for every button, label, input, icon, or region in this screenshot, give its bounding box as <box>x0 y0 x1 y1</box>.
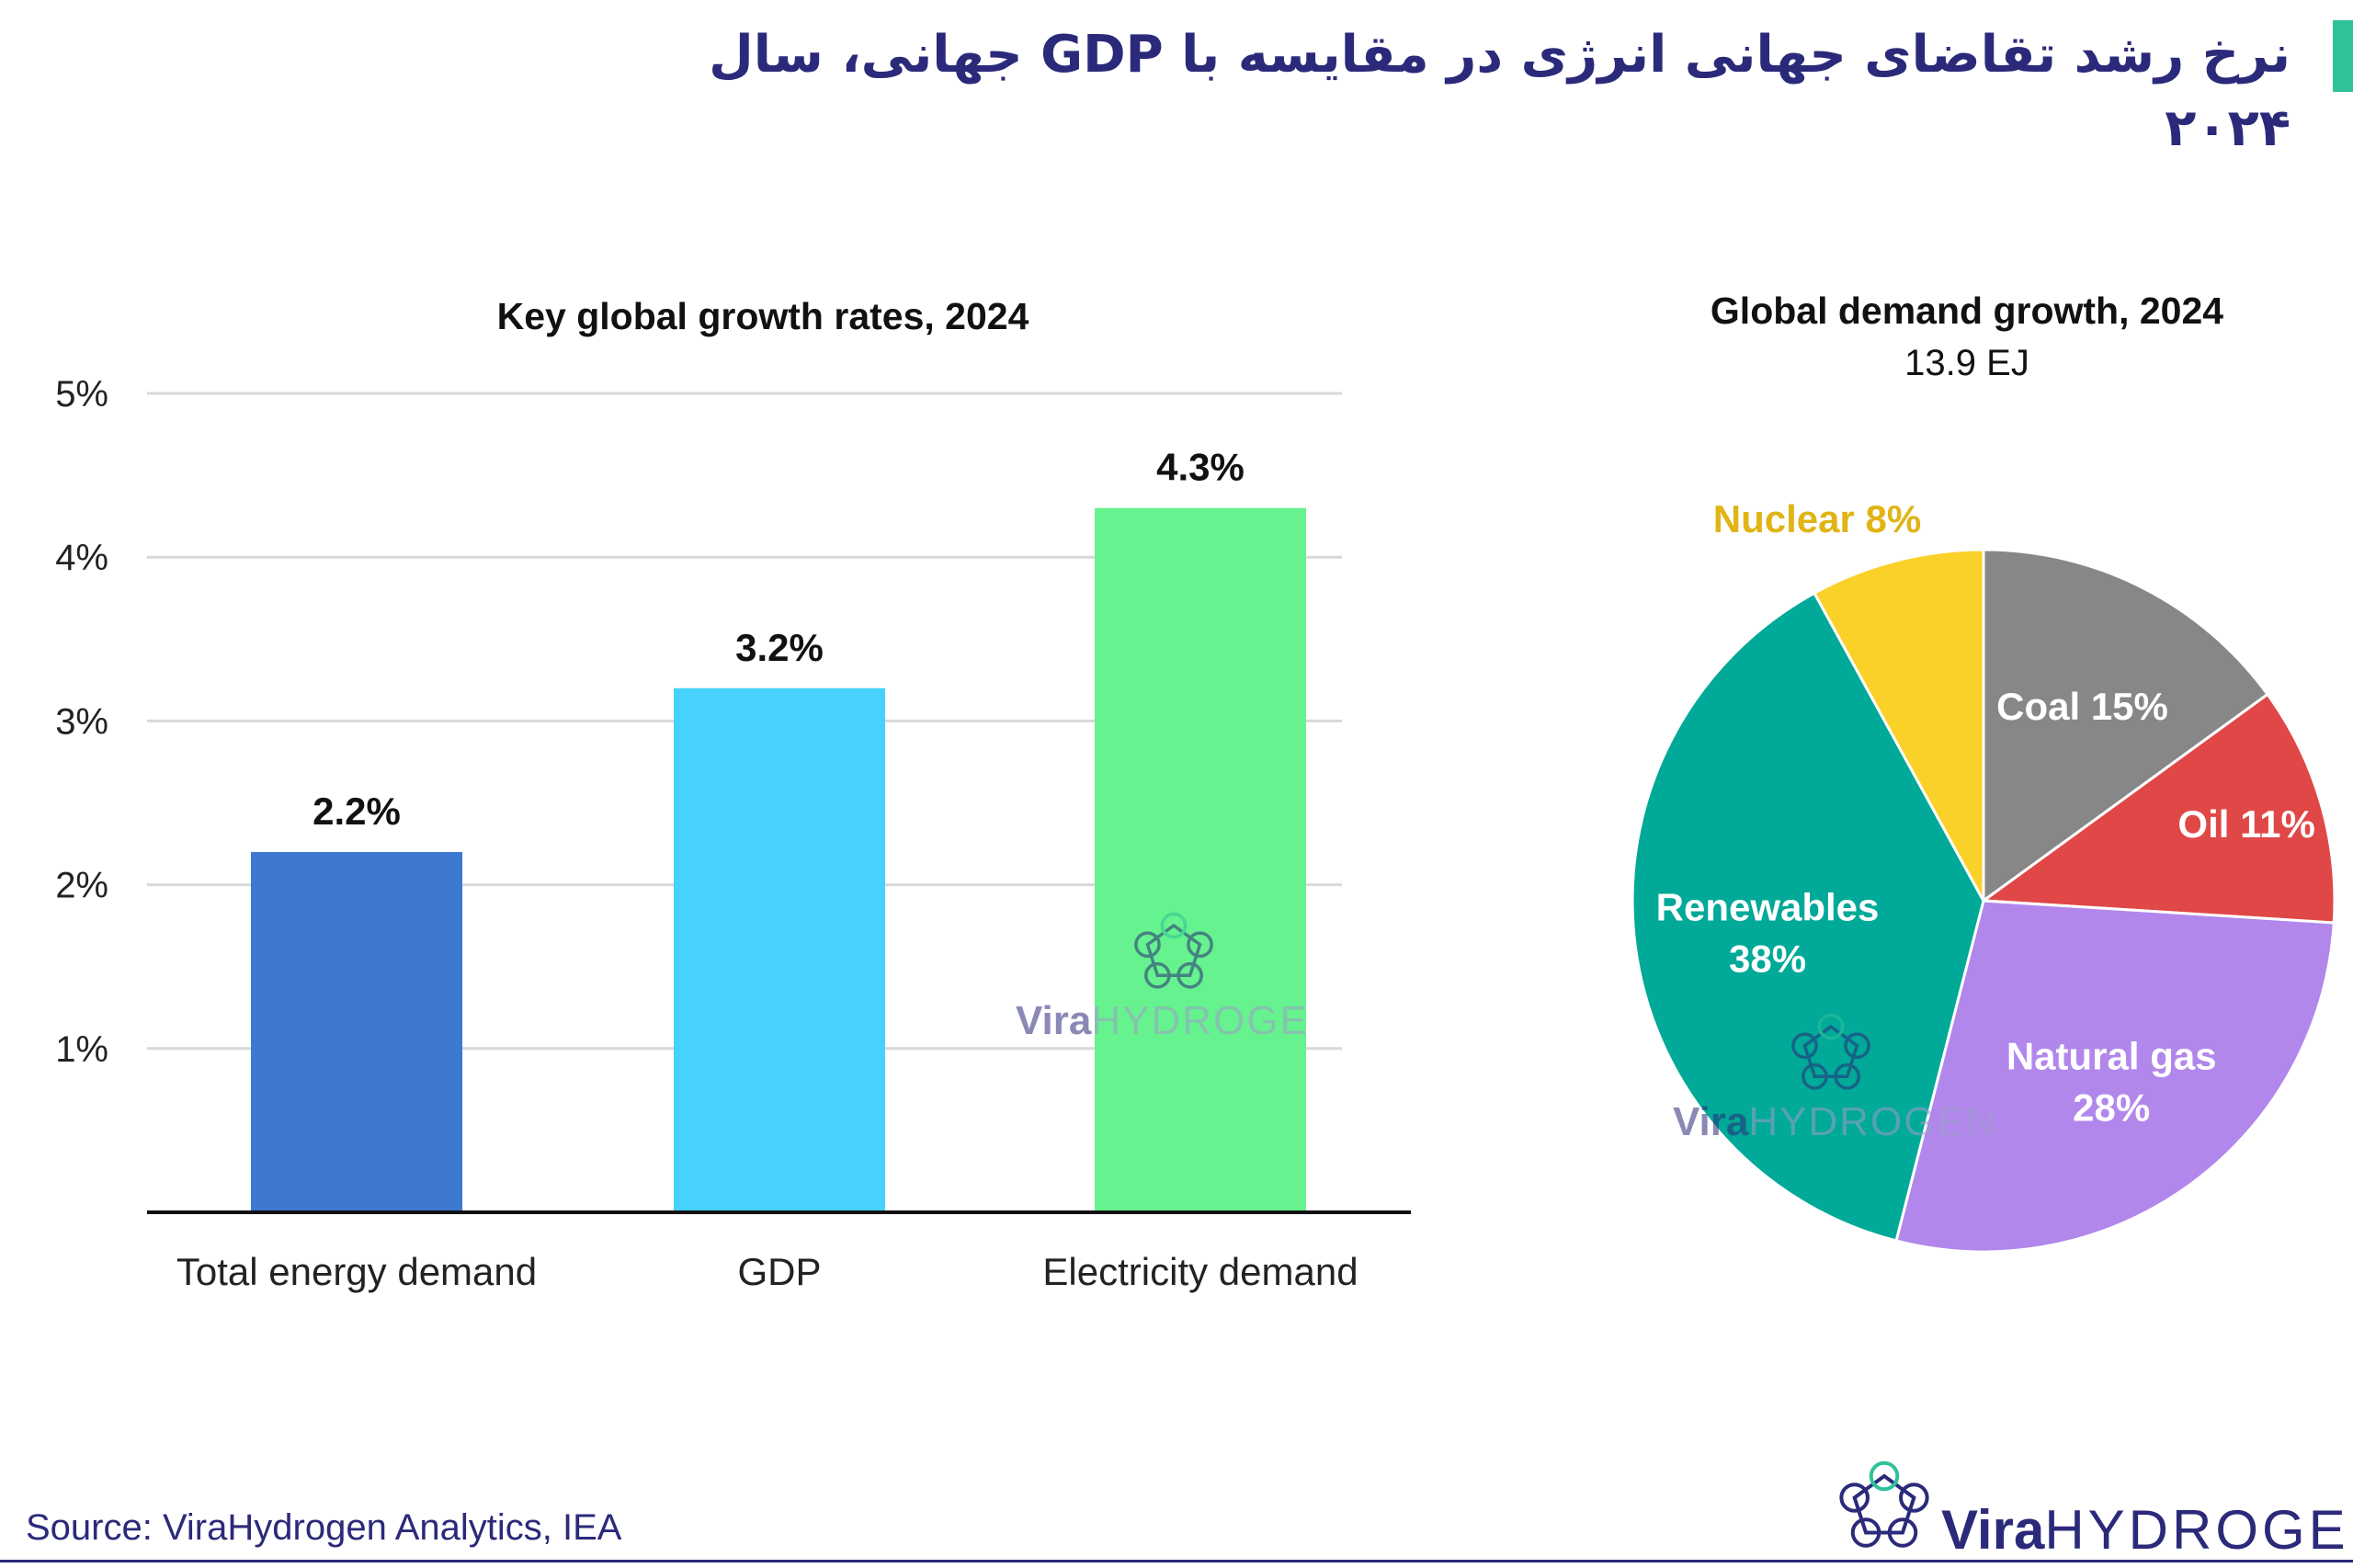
x-tick-label: Total energy demand <box>176 1250 537 1293</box>
hydrogen-ring-icon <box>1839 1460 1929 1548</box>
bar-electricity-demand <box>1095 507 1306 1212</box>
label-space <box>2080 685 2091 728</box>
y-tick-label: 5% <box>55 374 108 415</box>
y-tick-label: 2% <box>55 866 108 906</box>
pie-slice-label: Nuclear 8% <box>1713 497 1921 540</box>
bar-total-energy-demand <box>251 851 462 1212</box>
watermark-logo: ViraHYDROGEN <box>1673 1013 2004 1148</box>
pie-chart: Global demand growth, 2024 13.9 EJ Coal … <box>1631 290 2336 1254</box>
pie-slice-nuclear <box>1812 548 1985 902</box>
pie-slice-name: Oil <box>2177 802 2229 846</box>
pie-slice-natural-gas <box>1894 899 2336 1254</box>
bar-value-label: 3.2% <box>735 626 824 669</box>
source-note: Source: ViraHydrogen Analytics, IEA <box>26 1507 622 1548</box>
title-accent-bar <box>2333 20 2353 92</box>
pie-slice-coal <box>1982 548 2270 903</box>
pie-slice-value: 8% <box>1866 497 1922 540</box>
pie-slice-name: Nuclear <box>1713 497 1855 540</box>
brand-word-hydrogen: HYDROGEN <box>1748 1099 1996 1144</box>
pie-slice-value: 38% <box>1729 937 1806 981</box>
footer-rule <box>0 1560 2353 1562</box>
brand-wordmark: ViraHYDROGE <box>1016 998 1309 1043</box>
pie-slice-label: Coal 15% <box>1996 685 2168 728</box>
brand-wordmark: ViraHYDROGEN <box>1941 1499 2353 1561</box>
brand-wordmark: ViraHYDROGEN <box>1673 1099 1997 1144</box>
brand-word-vira: Vira <box>1016 998 1092 1043</box>
brand-word-vira: Vira <box>1941 1499 2045 1561</box>
y-tick-label: 4% <box>55 538 108 578</box>
pie-slice-label: Natural gas <box>2006 1035 2217 1078</box>
pie-chart-subtitle: 13.9 EJ <box>1904 343 2029 383</box>
bar-value-label: 2.2% <box>313 790 401 833</box>
pie-slice-value: 11% <box>2240 802 2315 846</box>
brand-logo: ViraHYDROGEN <box>1838 1460 2353 1566</box>
pie-slice-name: Coal <box>1996 685 2080 728</box>
pie-slice-value: 28% <box>2073 1086 2150 1130</box>
vira-hydrogen-logo: ViraHYDROGE <box>1016 912 1309 1043</box>
pie-slice-oil <box>1979 692 2336 925</box>
bar-gdp <box>674 687 885 1212</box>
pie-slice-renewables <box>1631 591 1985 1243</box>
pie-chart-title: Global demand growth, 2024 <box>1711 290 2223 332</box>
hydrogen-ring-icon <box>1134 912 1213 989</box>
label-space <box>1855 497 1866 540</box>
pie-slice-label: Renewables <box>1656 886 1880 929</box>
x-tick-label: GDP <box>737 1250 821 1293</box>
pie-slice-value: 15% <box>2091 685 2168 728</box>
bar-value-label: 4.3% <box>1156 446 1245 489</box>
hydrogen-ring-icon <box>1791 1013 1870 1090</box>
pie-slice-label: Oil 11% <box>2177 802 2314 846</box>
page-title: نرخ رشد تقاضای جهانی انرژی در مقایسه با … <box>709 25 2290 158</box>
y-tick-label: 1% <box>55 1029 108 1070</box>
brand-word-hydrogen: HYDROGEN <box>2044 1499 2353 1561</box>
label-space <box>2229 802 2240 846</box>
y-tick-label: 3% <box>55 701 108 742</box>
vira-hydrogen-logo: ViraHYDROGEN <box>1673 1013 1997 1144</box>
bar-chart: Key global growth rates, 2024 1% 2% 3% 4% 5%… <box>55 295 1411 1293</box>
vira-hydrogen-logo: ViraHYDROGEN <box>1839 1460 2353 1561</box>
brand-word-vira: Vira <box>1673 1099 1749 1144</box>
bar-chart-title: Key global growth rates, 2024 <box>497 295 1029 337</box>
x-tick-label: Electricity demand <box>1042 1250 1358 1293</box>
watermark-logo: ViraHYDROGE <box>1016 912 1310 1047</box>
brand-word-hydrogen: HYDROGE <box>1091 998 1308 1043</box>
